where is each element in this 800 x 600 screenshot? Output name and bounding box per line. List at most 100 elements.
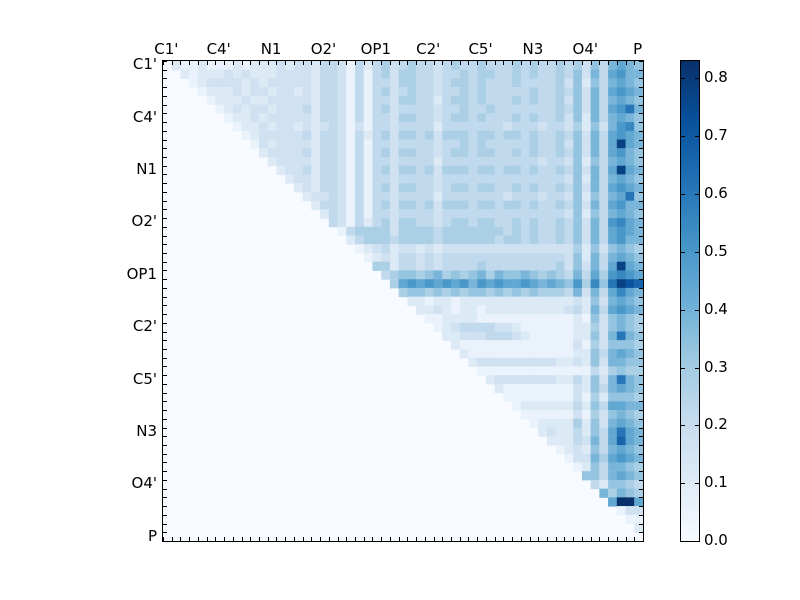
x-tick (582, 61, 583, 65)
colorbar-tick (695, 483, 699, 484)
colorbar-tick-label: 0.1 (704, 473, 728, 492)
x-tick (608, 537, 609, 541)
y-tick (163, 157, 167, 158)
x-axis-tick-label: P (633, 40, 643, 58)
y-tick (163, 445, 167, 446)
y-tick (639, 279, 643, 280)
y-axis-tick-label: C4' (132, 107, 157, 126)
y-tick (639, 454, 643, 455)
y-tick (639, 393, 643, 394)
x-tick (573, 61, 574, 65)
y-tick (639, 480, 643, 481)
y-tick (639, 436, 643, 437)
x-tick (320, 537, 321, 541)
colorbar-tick (681, 483, 685, 484)
x-tick (416, 537, 417, 541)
y-tick (163, 524, 167, 525)
y-tick (639, 236, 643, 237)
y-tick (639, 541, 643, 542)
x-tick (198, 61, 199, 65)
x-axis-tick-label: N1 (260, 40, 282, 58)
y-tick (163, 183, 167, 184)
x-tick (486, 61, 487, 65)
colorbar-tick (695, 136, 699, 137)
y-tick (163, 244, 167, 245)
x-tick (189, 61, 190, 65)
y-tick (639, 305, 643, 306)
y-tick (639, 401, 643, 402)
y-tick (163, 201, 167, 202)
x-tick (530, 61, 531, 65)
x-tick (643, 61, 644, 65)
y-tick (163, 305, 167, 306)
colorbar-tick (681, 136, 685, 137)
x-tick (364, 61, 365, 65)
y-tick (639, 506, 643, 507)
x-tick (608, 61, 609, 65)
heatmap-cells (163, 61, 643, 541)
x-tick (346, 61, 347, 65)
y-tick (639, 349, 643, 350)
colorbar-tick-label: 0.2 (704, 415, 728, 434)
x-tick (503, 61, 504, 65)
y-tick (639, 201, 643, 202)
x-tick (311, 61, 312, 65)
x-tick (538, 537, 539, 541)
x-tick (189, 537, 190, 541)
y-tick (163, 122, 167, 123)
y-tick (163, 497, 167, 498)
x-tick (198, 537, 199, 541)
x-tick (434, 61, 435, 65)
y-tick (163, 332, 167, 333)
y-tick (639, 445, 643, 446)
x-tick (495, 61, 496, 65)
x-tick (599, 537, 600, 541)
x-tick (276, 61, 277, 65)
x-tick (285, 537, 286, 541)
colorbar-tick (681, 252, 685, 253)
y-tick (639, 61, 643, 62)
y-tick (163, 192, 167, 193)
colorbar-tick-label: 0.7 (704, 126, 728, 145)
colorbar-gradient (681, 61, 699, 541)
x-tick (538, 61, 539, 65)
x-tick (399, 537, 400, 541)
colorbar-tick-label: 0.6 (704, 184, 728, 202)
x-tick (207, 61, 208, 65)
x-tick (512, 537, 513, 541)
y-tick (639, 358, 643, 359)
x-tick (617, 537, 618, 541)
colorbar-tick (695, 252, 699, 253)
x-tick (224, 61, 225, 65)
x-tick (390, 61, 391, 65)
y-tick (163, 428, 167, 429)
colorbar (680, 60, 700, 542)
y-tick (639, 122, 643, 123)
y-tick (639, 262, 643, 263)
y-tick (163, 515, 167, 516)
y-tick (639, 105, 643, 106)
y-tick (163, 340, 167, 341)
x-tick (372, 61, 373, 65)
x-tick (643, 537, 644, 541)
x-tick (285, 61, 286, 65)
x-tick (591, 537, 592, 541)
x-tick (207, 537, 208, 541)
y-tick (163, 174, 167, 175)
x-tick (634, 61, 635, 65)
y-tick (163, 166, 167, 167)
x-tick (617, 61, 618, 65)
x-tick (268, 537, 269, 541)
x-tick (407, 61, 408, 65)
y-tick (163, 270, 167, 271)
x-tick (294, 61, 295, 65)
x-tick (407, 537, 408, 541)
x-tick (338, 537, 339, 541)
y-tick (639, 297, 643, 298)
x-tick (364, 537, 365, 541)
x-tick (547, 537, 548, 541)
colorbar-tick-label: 0.5 (704, 241, 728, 260)
y-tick (163, 401, 167, 402)
y-tick (639, 428, 643, 429)
colorbar-tick (695, 310, 699, 311)
